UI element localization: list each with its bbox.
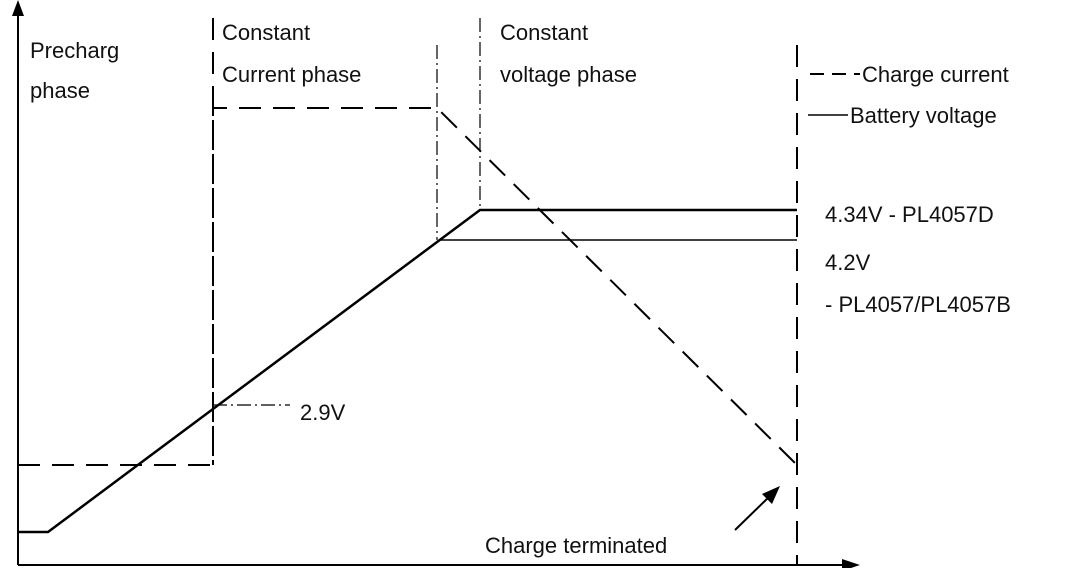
annotation: 4.2V (825, 250, 871, 275)
phase-label: Constant (222, 20, 310, 45)
phase-label: Constant (500, 20, 588, 45)
phase-label: phase (30, 78, 90, 103)
phase-label: Current phase (222, 62, 361, 87)
annotation: Charge terminated (485, 533, 667, 558)
phase-label: voltage phase (500, 62, 637, 87)
arrow-head (762, 486, 780, 504)
x-arrow (842, 559, 860, 568)
annotation: 2.9V (300, 400, 346, 425)
termination-arrow (734, 493, 773, 531)
y-arrow (12, 0, 24, 16)
axes (12, 0, 860, 568)
legend-label: Charge current (862, 62, 1009, 87)
phase-dividers (212, 18, 798, 565)
annotation: - PL4057/PL4057B (825, 292, 1011, 317)
phase-label: Precharg (30, 38, 119, 63)
annotation: 4.34V - PL4057D (825, 202, 994, 227)
charge-current-curve (18, 107, 798, 466)
battery-voltage-high (18, 208, 797, 534)
legend-label: Battery voltage (850, 103, 997, 128)
